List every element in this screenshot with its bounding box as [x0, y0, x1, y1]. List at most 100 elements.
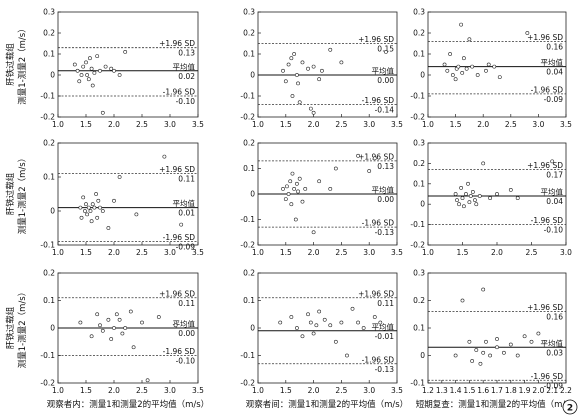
y-tick-label: -0.1	[410, 379, 425, 388]
lower-limit-value: -0.10	[544, 226, 564, 235]
x-tick-label: 3.0	[164, 386, 176, 395]
x-tick-label: 3.5	[560, 120, 572, 129]
data-point	[488, 196, 493, 200]
data-point	[79, 73, 84, 77]
data-point	[515, 196, 520, 200]
y-tick-label: -0.2	[40, 379, 55, 388]
y-tick-label: 0.2	[43, 269, 55, 278]
data-point	[77, 79, 82, 84]
data-point	[300, 334, 305, 339]
upper-limit-value: 0.15	[377, 45, 394, 54]
data-point	[467, 37, 472, 42]
mean-label: 平均值	[372, 321, 395, 331]
data-point	[464, 66, 469, 71]
badge-circle	[562, 399, 578, 415]
lower-limit-value: -0.13	[375, 228, 395, 237]
y-tick-label: 0	[250, 190, 255, 199]
data-point	[474, 202, 479, 207]
data-point	[128, 309, 133, 314]
upper-limit-value: 0.13	[178, 49, 195, 58]
y-tick-label: 0.1	[413, 324, 425, 333]
data-point	[290, 171, 295, 176]
y-tick-label: 0.1	[243, 50, 255, 59]
data-point	[450, 73, 455, 77]
upper-limit-value: 0.11	[178, 299, 195, 308]
panel-r0-c2: -0.2 -0.1 0 0.1 0.2 0.3 1.0 1.5 2.0 2.5 3.0 3.5 +1.9…	[410, 8, 572, 130]
mean-value: 0.00	[178, 329, 195, 338]
lower-limit-label: -1.96 SD	[163, 233, 196, 242]
lower-limit-label: -1.96 SD	[362, 96, 395, 105]
data-point	[460, 71, 465, 75]
data-point	[497, 75, 502, 80]
data-point	[117, 73, 122, 77]
data-point	[473, 198, 477, 203]
upper-limit-label: +1.96 SD	[159, 165, 195, 174]
data-point	[306, 66, 310, 71]
data-point	[322, 317, 327, 322]
data-point	[445, 68, 450, 73]
data-point	[98, 68, 102, 73]
x-tick-label: 2.0	[108, 248, 120, 257]
data-point	[292, 52, 297, 56]
y-tick-label: 0	[50, 71, 55, 80]
y-tick-label: -0.1	[410, 92, 425, 101]
data-point	[339, 320, 344, 325]
data-point	[290, 94, 295, 98]
x-tick-label: 3.0	[164, 120, 176, 129]
x-tick-label: 2.5	[505, 120, 517, 129]
x-tick-label: 2.0	[108, 120, 120, 129]
mean-value: 0.04	[546, 68, 563, 77]
y-tick-label: 0.1	[413, 50, 425, 59]
mean-label: 平均值	[372, 185, 395, 195]
data-point	[82, 209, 87, 213]
data-point	[361, 326, 366, 330]
upper-limit-value: 0.16	[546, 42, 563, 51]
x-tick-label: 2.0	[477, 120, 489, 129]
data-point	[293, 217, 298, 222]
plot-frame	[427, 11, 567, 118]
upper-limit-value: 0.13	[377, 162, 394, 171]
data-point	[481, 287, 486, 292]
data-point	[372, 156, 377, 161]
panel-r1-c0: -0.1 0 0.1 0.2 1.0 1.5 2.0 2.5 3.0 3.5 +1.96 SD0.1…	[40, 139, 204, 258]
x-tick-label: 3.0	[363, 248, 375, 257]
y-tick-label: 0.1	[413, 179, 425, 188]
y-tick-label: 0.3	[43, 8, 55, 17]
lower-limit-label: -1.96 SD	[531, 372, 564, 381]
data-point	[100, 209, 105, 213]
row-label-0: 肝铁过载组 测量1-测量2（m/s）	[5, 24, 28, 104]
data-point	[145, 378, 150, 383]
y-tick-label: 0.1	[243, 296, 255, 305]
data-point	[461, 56, 466, 61]
data-point	[453, 192, 458, 196]
data-point	[356, 320, 360, 325]
plot-frame	[57, 11, 199, 118]
lower-limit-label: -1.96 SD	[531, 85, 564, 94]
x-tick-label: 1.0	[252, 248, 264, 257]
y-tick-label: -0.2	[240, 241, 255, 250]
data-point	[114, 312, 119, 317]
data-point	[464, 192, 468, 196]
row-label-line2: 测量1-测量2（m/s）	[17, 288, 28, 368]
mean-value: 0.04	[546, 197, 563, 206]
data-point	[100, 110, 105, 115]
plot-frame	[427, 272, 567, 384]
y-tick-label: -0.2	[40, 113, 55, 122]
y-tick-label: 0.1	[243, 164, 255, 173]
data-point	[179, 222, 184, 227]
x-tick-label: 1.0	[252, 386, 264, 395]
upper-limit-value: 0.11	[178, 175, 195, 184]
data-point	[90, 202, 95, 207]
upper-limit-value: 0.16	[546, 313, 563, 322]
data-point	[131, 345, 136, 350]
data-point	[285, 184, 289, 189]
x-tick-label: 1.5	[280, 248, 292, 257]
upper-limit-label: +1.96 SD	[358, 35, 394, 44]
y-tick-label: -0.1	[40, 92, 55, 101]
panel-r0-c1: -0.2 -0.1 0 0.1 0.2 0.3 1.0 1.5 2.0 2.5 3.0 3.5 +1.9…	[240, 8, 403, 130]
x-tick-label: 1.5	[457, 248, 469, 257]
y-tick-label: 0.1	[43, 173, 55, 182]
data-point	[536, 331, 541, 336]
x-tick-label: 3.0	[164, 248, 176, 257]
lower-limit-label: -1.96 SD	[163, 88, 196, 97]
